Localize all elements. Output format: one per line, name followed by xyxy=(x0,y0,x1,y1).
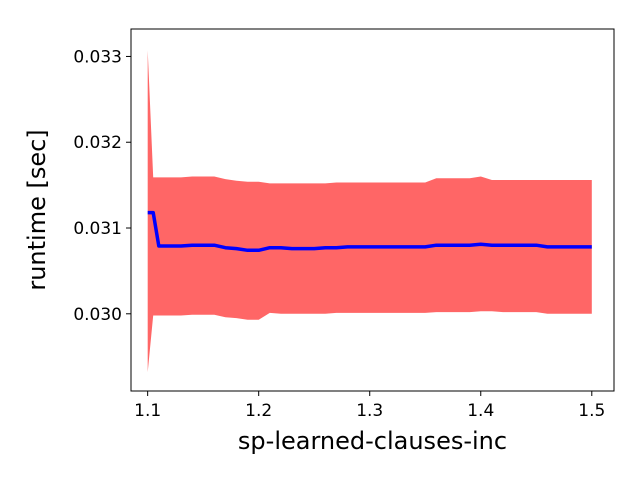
x-tick-label: 1.3 xyxy=(356,401,383,421)
x-axis-label: sp-learned-clauses-inc xyxy=(238,427,507,455)
x-tick-label: 1.4 xyxy=(467,401,494,421)
x-tick-label: 1.5 xyxy=(578,401,605,421)
x-axis-ticks: 1.1 1.2 1.3 1.4 1.5 xyxy=(134,391,605,421)
y-axis-ticks: 0.030 0.031 0.032 0.033 xyxy=(73,47,131,325)
plot-frame xyxy=(130,28,615,392)
y-tick-label: 0.033 xyxy=(73,47,122,67)
y-tick-label: 0.030 xyxy=(73,305,122,325)
x-tick-label: 1.1 xyxy=(134,401,161,421)
mean-line xyxy=(147,210,592,253)
y-axis-label: runtime [sec] xyxy=(23,129,51,290)
std-band xyxy=(147,50,592,373)
y-tick-label: 0.032 xyxy=(73,133,122,153)
plot-area xyxy=(147,50,592,373)
x-tick-label: 1.2 xyxy=(245,401,272,421)
y-tick-label: 0.031 xyxy=(73,219,122,239)
